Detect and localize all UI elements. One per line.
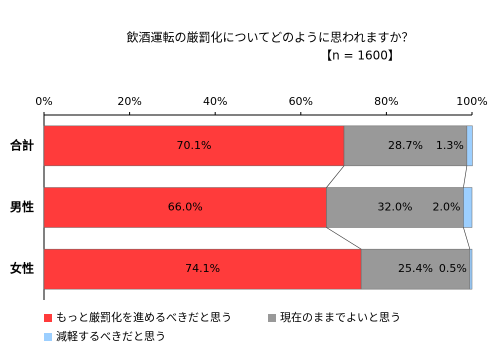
bar-segment [360, 248, 471, 290]
x-tick-label: 100% [456, 95, 487, 108]
value-label: 0.5% [439, 262, 467, 275]
bar-segment [463, 187, 473, 228]
y-tick-label: 女性 [10, 261, 34, 276]
y-tick-label: 男性 [10, 199, 34, 214]
value-label: 28.7% [388, 139, 423, 152]
legend-label: 減軽するべきだと思う [56, 329, 166, 343]
x-tick-label: 60% [289, 95, 313, 108]
x-tick-label: 20% [117, 95, 141, 108]
x-tick-label: 40% [203, 95, 227, 108]
x-tick-label: 0% [35, 95, 52, 108]
legend-swatch [44, 314, 52, 322]
value-label: 25.4% [398, 262, 433, 275]
value-label: 32.0% [377, 201, 412, 214]
legend-label: もっと厳罰化を進めるべきだと思う [56, 310, 232, 324]
bar-segment [43, 187, 327, 228]
bar-segment [43, 125, 345, 167]
legend-swatch [268, 314, 276, 322]
chart-subtitle: 【n = 1600】 [320, 49, 400, 63]
legend-swatch [44, 333, 52, 341]
value-label: 70.1% [177, 139, 212, 152]
series-line [463, 227, 471, 250]
chart-title: 飲酒運転の厳罰化についてどのように思われますか？ [126, 30, 413, 45]
legend-label: 現在のままでよいと思う [280, 311, 401, 324]
value-label: 74.1% [185, 262, 220, 275]
series-line [463, 165, 468, 188]
value-label: 2.0% [432, 201, 460, 214]
bar-segment [466, 125, 473, 167]
bar-segment [343, 125, 468, 167]
x-tick-label: 80% [374, 95, 398, 108]
series-line [326, 165, 345, 188]
series-line [326, 227, 362, 250]
value-label: 66.0% [168, 201, 203, 214]
y-tick-label: 合計 [10, 137, 34, 152]
bar-segment [469, 248, 473, 290]
value-label: 1.3% [436, 139, 464, 152]
